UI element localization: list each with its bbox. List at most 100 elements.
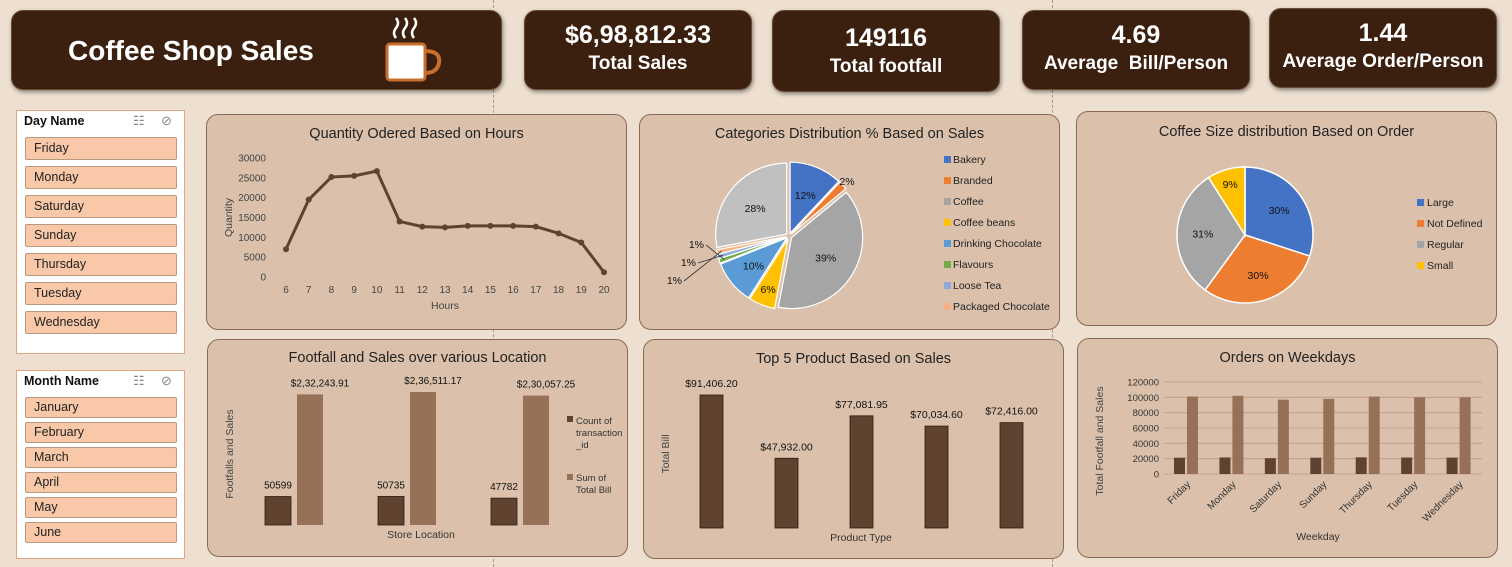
x-axis-title: Store Location (387, 529, 455, 541)
data-label: 28% (745, 203, 766, 215)
categories-pie-chart: 12% 39% 6% 10% 28% 2% 1% 1% 1% Bakery Branded Coffe… (667, 154, 1050, 313)
bar-footfall (1310, 457, 1322, 474)
data-label: 9% (1223, 179, 1238, 191)
slicer-item-monday[interactable]: Monday (25, 166, 177, 189)
slicer-item-january[interactable]: January (25, 397, 177, 418)
bar-footfall (1264, 458, 1276, 474)
x-axis-title: Product Type (830, 532, 892, 544)
data-label: $70,034.60 (910, 409, 963, 421)
slicer-item-april[interactable]: April (25, 472, 177, 493)
legend-swatch (567, 416, 573, 422)
bar-footfall (1401, 457, 1413, 474)
coffee-cup-icon (385, 17, 442, 82)
y-tick-label: 40000 (1133, 439, 1159, 450)
chart-title: Footfall and Sales over various Location (288, 350, 547, 366)
bar-sales (1414, 397, 1426, 474)
multi-select-icon[interactable]: ☷ (133, 113, 145, 128)
data-point (578, 239, 585, 246)
legend-label: Packaged Chocolate (953, 301, 1050, 313)
legend-label: Small (1427, 260, 1453, 272)
kpi-label: Total footfall (829, 56, 943, 77)
y-axis-title: Total Bill (660, 434, 672, 473)
legend-swatch (567, 474, 573, 480)
slicer-item-saturday[interactable]: Saturday (25, 195, 177, 218)
bar-footfall (1219, 457, 1231, 474)
legend-label: Coffee beans (953, 217, 1015, 229)
bar-footfall (1355, 457, 1367, 474)
kpi-average-order: 1.44 Average Order/Person (1269, 8, 1497, 88)
data-label: 50735 (377, 480, 405, 491)
clear-filter-icon[interactable]: ⊘ (161, 113, 172, 128)
bar-sum (410, 392, 436, 525)
x-tick-label: 14 (462, 285, 474, 296)
legend-label: Not Defined (1427, 218, 1483, 230)
legend-swatch (944, 282, 951, 289)
slicer-item-february[interactable]: February (25, 422, 177, 443)
page-title: Coffee Shop Sales (68, 35, 314, 66)
data-label: $2,30,057.25 (517, 380, 576, 391)
clear-filter-icon[interactable]: ⊘ (161, 373, 172, 388)
y-tick-label: 15000 (238, 213, 266, 224)
pie-slice (715, 162, 788, 249)
data-label: $2,32,243.91 (291, 378, 350, 389)
slicer-item-june[interactable]: June (25, 522, 177, 543)
y-tick-label: 120000 (1127, 378, 1159, 389)
categories-chart-panel: Categories Distribution % Based on Sales… (639, 114, 1060, 330)
x-tick-label: Wednesday (1421, 479, 1466, 524)
data-label: 1% (681, 257, 696, 269)
multi-select-icon[interactable]: ☷ (133, 373, 145, 388)
data-point (532, 223, 539, 230)
data-point (601, 269, 607, 276)
title-card: Coffee Shop Sales (11, 10, 502, 90)
kpi-total-sales: $6,98,812.33 Total Sales (524, 10, 752, 90)
slicer-item-tuesday[interactable]: Tuesday (25, 282, 177, 305)
bar-count (377, 496, 405, 526)
product-bar (999, 422, 1024, 529)
weekday-chart-panel: Orders on Weekdays 120000 100000 80000 6000… (1077, 338, 1498, 558)
legend-label: Bakery (953, 154, 986, 166)
pie-slice (777, 191, 864, 310)
product-bar (699, 394, 724, 529)
y-tick-label: 5000 (244, 253, 267, 264)
data-point (396, 218, 403, 225)
data-label: 39% (815, 253, 836, 265)
legend-swatch (944, 303, 951, 310)
slicer-item-wednesday[interactable]: Wednesday (25, 311, 177, 334)
slicer-item-friday[interactable]: Friday (25, 137, 177, 160)
data-label: $72,416.00 (985, 406, 1038, 418)
data-label: 30% (1269, 205, 1290, 217)
pie-slice (1203, 234, 1311, 304)
legend-label: Flavours (953, 259, 993, 271)
leader-line (697, 254, 723, 264)
slicer-item-march[interactable]: March (25, 447, 177, 468)
pie-slice (749, 238, 789, 310)
y-axis-title: Total Footfall and Sales (1094, 386, 1106, 495)
data-label: 50599 (264, 481, 292, 492)
data-point (442, 224, 448, 231)
data-point (328, 174, 335, 181)
y-tick-label: 10000 (238, 233, 266, 244)
x-tick-label: 13 (439, 285, 451, 296)
y-tick-label: 80000 (1133, 408, 1159, 419)
bar-sales (1277, 399, 1289, 474)
kpi-label: Average Bill/Person (1043, 53, 1229, 74)
x-tick-label: 10 (371, 285, 383, 296)
legend-label: Loose Tea (953, 280, 1001, 292)
data-point (510, 222, 517, 229)
y-tick-label: 0 (260, 273, 266, 284)
location-bar-chart: 50599 $2,32,243.91 50735 $2,36,511.17 47782 $… (224, 376, 622, 541)
x-tick-label: 7 (306, 285, 312, 296)
data-point (419, 223, 426, 230)
x-tick-label: 6 (283, 285, 289, 296)
slicer-item-sunday[interactable]: Sunday (25, 224, 177, 247)
x-tick-label: 16 (508, 285, 520, 296)
data-label: 30% (1248, 270, 1269, 282)
slicer-item-may[interactable]: May (25, 497, 177, 518)
data-label: 12% (795, 190, 816, 202)
pie-slice (1176, 176, 1246, 292)
slicer-item-thursday[interactable]: Thursday (25, 253, 177, 276)
x-tick-label: Tuesday (1386, 479, 1421, 514)
bar-sales (1323, 398, 1335, 474)
slicer-title: Day Name (24, 114, 85, 128)
kpi-label: Average Order/Person (1282, 51, 1484, 72)
